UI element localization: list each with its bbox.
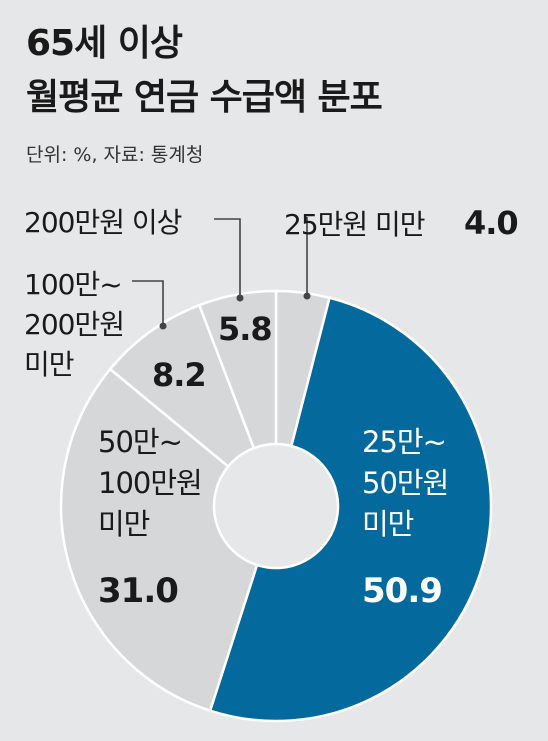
slice-value-4: 8.2 bbox=[152, 356, 206, 394]
donut-slice-4 bbox=[108, 303, 256, 469]
chart-title-line-2: 월평균 연금 수급액 분포 bbox=[26, 77, 383, 118]
leader-line-slice-5 bbox=[214, 218, 241, 298]
slice-label-5: 200만원 이상 bbox=[24, 206, 182, 239]
chart-title-line-1: 65세 이상 bbox=[26, 23, 183, 64]
leader-line-slice-4 bbox=[132, 280, 164, 326]
chart-subtitle: 단위: %, 자료: 통계청 bbox=[26, 144, 204, 166]
slice-value-5: 5.8 bbox=[218, 310, 272, 348]
slice-label-1: 25만원 미만 bbox=[284, 208, 425, 241]
leader-dot-slice-4 bbox=[159, 322, 167, 330]
leader-dot-slice-5 bbox=[236, 294, 244, 302]
slice-value-3: 31.0 bbox=[98, 571, 178, 611]
slice-value-1: 4.0 bbox=[464, 204, 518, 242]
slice-value-2: 50.9 bbox=[362, 571, 442, 611]
donut-slice-3 bbox=[59, 367, 259, 713]
leader-dot-slice-1 bbox=[303, 292, 311, 300]
donut-slice-2 bbox=[208, 296, 493, 723]
slice-label-3: 50만~ 100만원 미만 bbox=[98, 425, 202, 541]
donut-slice-5 bbox=[197, 289, 278, 450]
slice-label-4: 100만~ 200만원 미만 bbox=[24, 268, 124, 381]
slice-label-2: 25만~ 50만원 미만 bbox=[362, 425, 448, 541]
